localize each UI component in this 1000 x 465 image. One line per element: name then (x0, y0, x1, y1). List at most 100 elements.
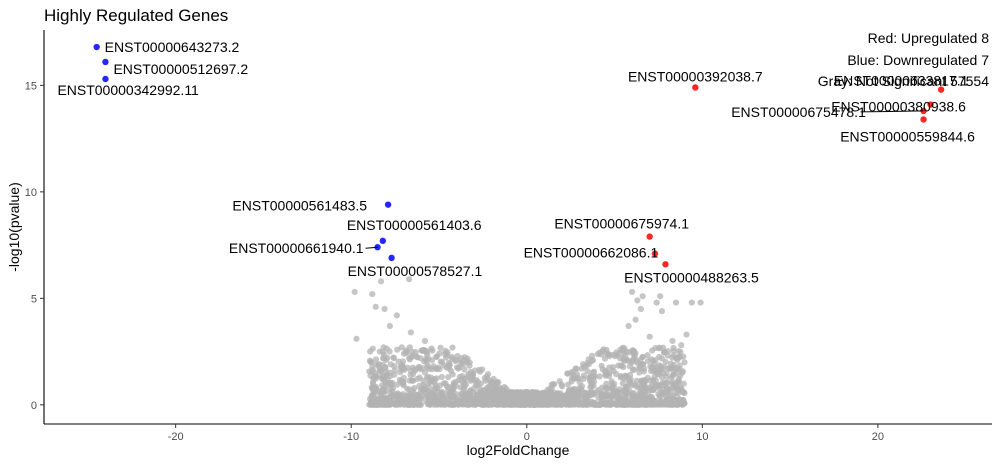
not-significant-point (523, 397, 530, 405)
downregulated-leader-line (365, 246, 378, 249)
not-significant-point (461, 383, 468, 391)
not-significant-point (395, 358, 402, 365)
not-significant-point (557, 399, 564, 406)
not-significant-point (659, 399, 666, 406)
not-significant-point (575, 401, 582, 408)
not-significant-point (599, 366, 606, 373)
not-significant-point (569, 389, 576, 396)
not-significant-point (489, 379, 496, 386)
not-significant-point (516, 393, 523, 400)
not-significant-point (456, 401, 463, 408)
point-labels: ENST00000643273.2 ENST00000512697.2 ENST00… (57, 39, 975, 285)
upregulated-label: ENST00000633817.1 (834, 73, 969, 89)
not-significant-point (658, 308, 666, 315)
not-significant-point (460, 395, 467, 402)
not-significant-point (640, 401, 647, 408)
not-significant-point (620, 355, 627, 362)
upregulated-point (692, 84, 699, 91)
not-significant-point (449, 371, 456, 378)
upregulated-label: ENST00000488263.5 (624, 269, 759, 285)
not-significant-point (638, 381, 645, 388)
upregulated-label: ENST00000559844.6 (840, 128, 975, 144)
not-significant-point (461, 366, 468, 373)
not-significant-point (675, 348, 682, 355)
not-significant-point (658, 355, 666, 362)
not-significant-point (537, 400, 544, 407)
not-significant-point (478, 400, 485, 407)
not-significant-point (670, 347, 677, 354)
not-significant-point (382, 365, 389, 372)
not-significant-point (630, 398, 637, 405)
not-significant-point (661, 349, 668, 356)
not-significant-point (437, 389, 444, 396)
not-significant-point (449, 394, 456, 401)
not-significant-point (437, 358, 444, 365)
not-significant-point (454, 353, 461, 360)
not-significant-point (407, 329, 415, 336)
not-significant-point (563, 394, 571, 401)
not-significant-point (680, 397, 687, 404)
not-significant-point (465, 371, 472, 378)
not-significant-point (428, 345, 435, 352)
not-significant-point (398, 344, 405, 351)
not-significant-point (453, 364, 461, 371)
not-significant-point (450, 386, 457, 393)
not-significant-point (672, 399, 679, 407)
not-significant-point (606, 373, 613, 380)
not-significant-point (660, 381, 668, 388)
not-significant-point (559, 383, 566, 390)
y-axis-title: -log10(pvalue) (6, 182, 22, 272)
not-significant-point (617, 362, 624, 369)
not-significant-point (426, 388, 433, 396)
not-significant-point (663, 393, 670, 400)
not-significant-point (637, 392, 644, 399)
not-significant-point (621, 392, 628, 399)
not-significant-point (397, 369, 404, 376)
not-significant-point (639, 353, 646, 361)
not-significant-point (648, 356, 655, 363)
legend-not-significant: Gray: Not Significant 57554 (818, 73, 989, 89)
not-significant-point (423, 357, 430, 365)
not-significant-point (610, 384, 618, 391)
y-tick-label: 10 (25, 187, 37, 199)
downregulated-label: ENST00000578527.1 (348, 263, 483, 279)
not-significant-point (606, 364, 613, 371)
not-significant-points (351, 276, 704, 408)
not-significant-point (382, 383, 389, 390)
not-significant-point (416, 364, 423, 371)
not-significant-point (498, 390, 505, 398)
upregulated-label: ENST00000675478.1 (731, 104, 866, 120)
not-significant-point (436, 382, 443, 389)
not-significant-point (394, 381, 401, 388)
not-significant-point (375, 361, 382, 368)
not-significant-point (626, 363, 634, 370)
not-significant-point (436, 350, 443, 357)
not-significant-point (412, 367, 419, 374)
not-significant-point (459, 378, 466, 385)
not-significant-point (372, 356, 380, 363)
not-significant-point (678, 342, 685, 349)
not-significant-point (681, 359, 688, 366)
not-significant-point (639, 293, 646, 300)
not-significant-point (616, 388, 623, 396)
not-significant-point (406, 276, 413, 283)
not-significant-point (404, 385, 411, 392)
not-significant-point (466, 398, 473, 405)
not-significant-point (647, 401, 654, 408)
not-significant-point (589, 380, 596, 387)
not-significant-point (681, 389, 688, 397)
not-significant-point (667, 364, 674, 372)
not-significant-point (414, 375, 421, 383)
not-significant-point (400, 400, 408, 407)
not-significant-point (458, 358, 465, 365)
y-axis-ticks: 0 5 10 15 (25, 80, 44, 412)
not-significant-point (387, 379, 394, 386)
not-significant-point (578, 365, 585, 372)
not-significant-point (423, 349, 430, 356)
downregulated-point (102, 75, 109, 83)
not-significant-point (564, 400, 571, 407)
x-tick-label: 20 (872, 431, 884, 443)
not-significant-point (628, 382, 636, 389)
not-significant-point (452, 357, 459, 365)
